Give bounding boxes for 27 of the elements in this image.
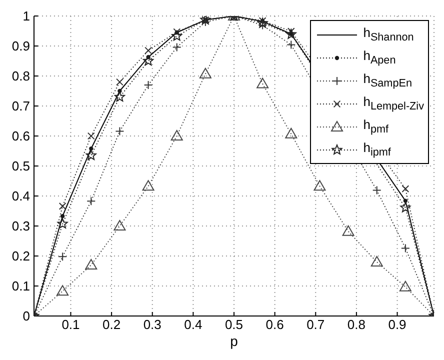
y-tick-label: 0 xyxy=(22,308,30,324)
y-tick-label: 0.9 xyxy=(12,38,30,54)
legend-label: h$_{pmf}$ xyxy=(363,116,388,136)
x-tick-label: 0.9 xyxy=(388,317,406,332)
y-tick-label: 0.5 xyxy=(12,158,30,174)
legend-label: h$_{SampEn}$ xyxy=(363,70,412,90)
x-tick-label: 0.3 xyxy=(143,317,162,332)
y-tick-label: 0.3 xyxy=(12,218,30,234)
legend-label: h$_{Lempel-Ziv}$ xyxy=(363,94,424,112)
y-tick-label: 0.1 xyxy=(12,278,30,294)
y-tick-label: 1 xyxy=(22,8,30,24)
legend-label: h$_{ipmf}$ xyxy=(363,140,391,158)
x-tick-label: 0.6 xyxy=(266,317,284,332)
y-tick-label: 0.6 xyxy=(12,128,30,144)
x-tick-label: 0.5 xyxy=(224,317,244,332)
y-tick-label: 0.4 xyxy=(12,188,30,204)
x-tick-label: 0.7 xyxy=(306,317,325,332)
x-tick-label: 0.8 xyxy=(347,317,366,332)
y-tick-label: 0.8 xyxy=(12,68,30,84)
x-axis-title: p xyxy=(230,333,238,349)
legend-label: h$_{Shannon}$ xyxy=(363,24,414,44)
x-tick-label: 0.2 xyxy=(102,317,121,332)
x-tick-label: 0.1 xyxy=(62,317,80,332)
y-tick-label: 0.7 xyxy=(12,98,30,114)
legend-label: h$_{Apen}$ xyxy=(363,48,396,66)
y-tick-label: 0.2 xyxy=(12,248,30,264)
x-tick-label: 0.4 xyxy=(184,317,202,332)
